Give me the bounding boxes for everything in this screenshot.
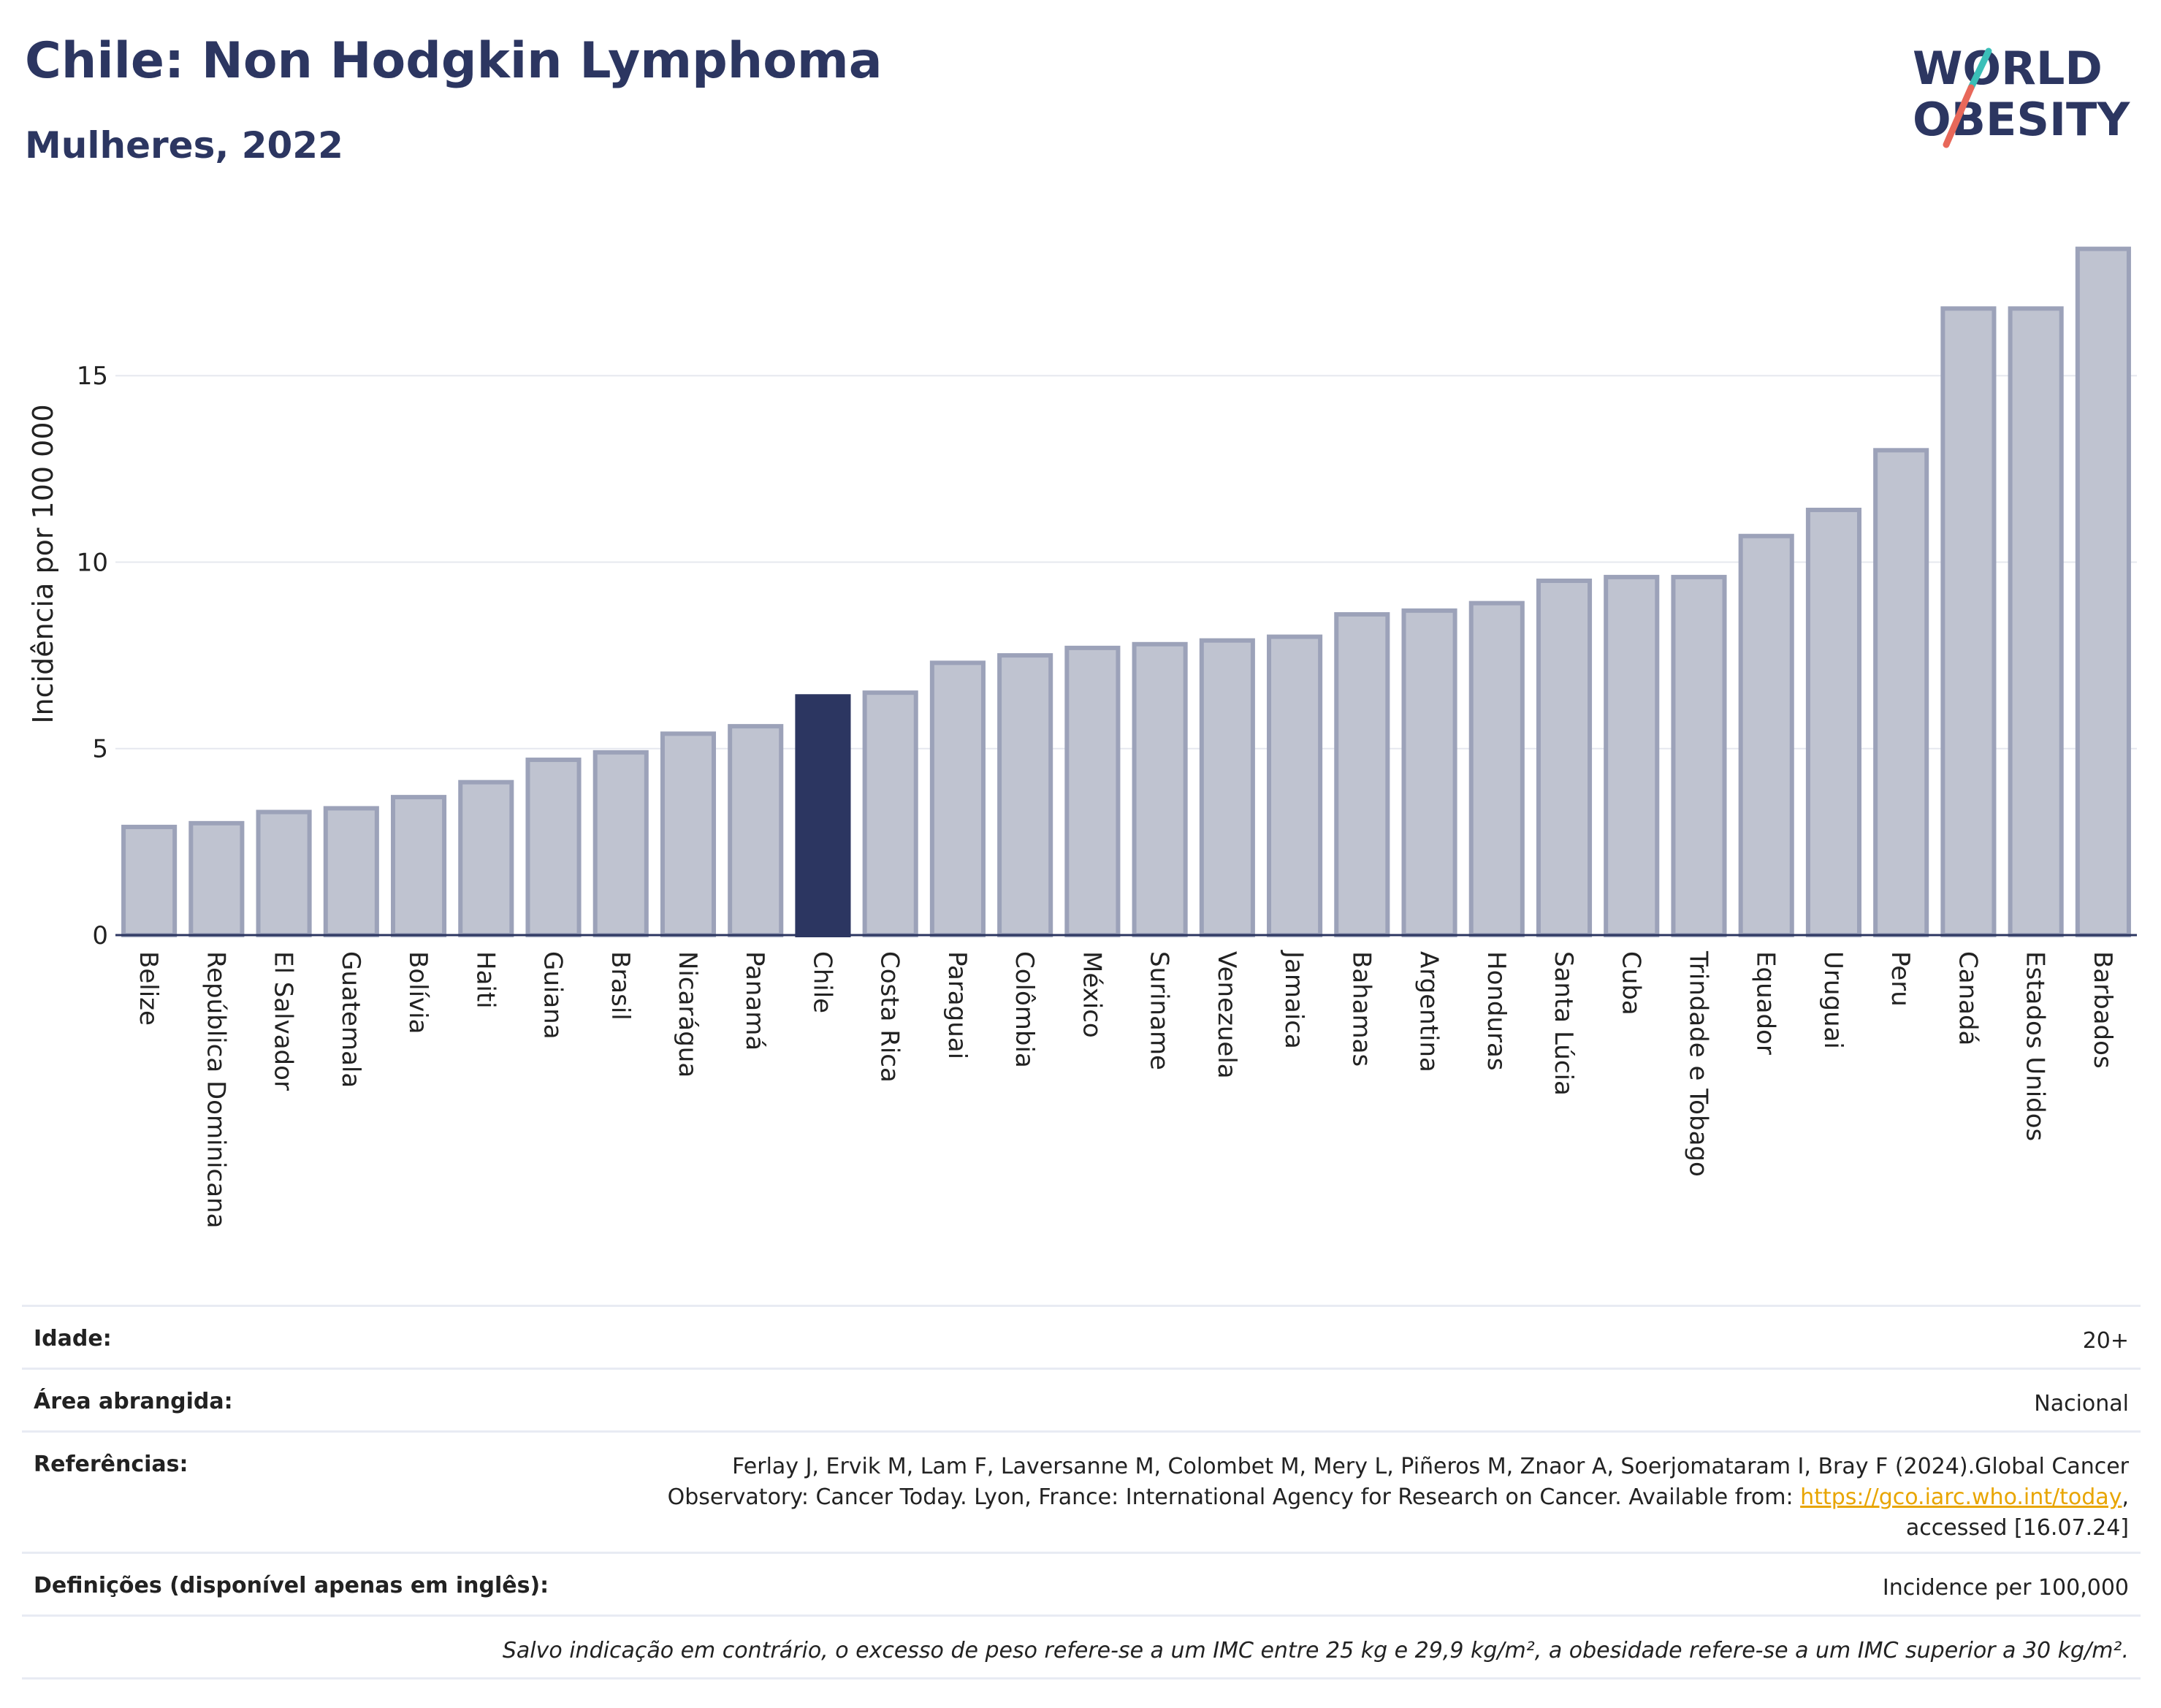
bar-república-dominicana (188, 820, 245, 938)
logo-slash-coral (1943, 84, 1975, 148)
area-label: Área abrangida: (34, 1389, 233, 1414)
age-value: 20+ (2082, 1328, 2129, 1354)
bar-méxico (1064, 645, 1121, 937)
x-tick-label: Bolívia (403, 951, 432, 1034)
x-tick-label: Costa Rica (875, 951, 904, 1083)
bar-peru (1873, 448, 1929, 937)
bar-chart: 0 5 10 15 Belize República Dominicana El Salv… (27, 246, 2137, 1228)
x-tick-label: Uruguai (1818, 951, 1848, 1049)
x-tick-label: Trindade e Tobago (1683, 950, 1712, 1177)
x-tick-label: Barbados (2088, 951, 2117, 1069)
bar-costa-rica (862, 690, 918, 937)
x-tick-label: Jamaica (1279, 950, 1308, 1049)
x-tick-label: Colômbia (1010, 951, 1039, 1068)
x-tick-label: Guiana (538, 951, 568, 1040)
bar-chile (795, 694, 851, 938)
y-tick-label: 10 (77, 548, 108, 577)
info-row-references: Referências: Ferlay J, Ervik M, Lam F, L… (22, 1430, 2141, 1552)
chart-subtitle: Mulheres, 2022 (25, 124, 343, 167)
info-table: Idade: 20+ Área abrangida: Nacional Refe… (22, 1305, 2141, 1680)
x-tick-label: Brasil (606, 951, 635, 1021)
area-value: Nacional (2034, 1391, 2129, 1417)
definitions-value: Incidence per 100,000 (1882, 1575, 2129, 1601)
bar-trindade-e-tobago (1671, 574, 1727, 937)
x-tick-label: Santa Lúcia (1549, 951, 1578, 1096)
info-row-area: Área abrangida: Nacional (22, 1368, 2141, 1430)
x-tick-label: El Salvador (269, 951, 298, 1091)
bar-belize (121, 824, 178, 938)
age-label: Idade: (34, 1326, 112, 1351)
bar-colômbia (997, 653, 1053, 938)
bar-santa-lúcia (1536, 579, 1593, 937)
info-row-age: Idade: 20+ (22, 1305, 2141, 1368)
x-tick-label: Panamá (740, 951, 769, 1051)
bar-brasil (592, 750, 649, 938)
x-tick-label: Venezuela (1212, 951, 1241, 1079)
bar-guatemala (323, 806, 379, 937)
y-tick-label: 15 (77, 362, 108, 391)
bar-bolívia (391, 795, 447, 937)
x-tick-label: México (1077, 951, 1106, 1038)
x-tick-label: República Dominicana (201, 951, 230, 1228)
x-tick-label: Equador (1751, 951, 1780, 1055)
chart-title: Chile: Non Hodgkin Lymphoma (25, 32, 883, 90)
x-tick-label: Estados Unidos (2021, 951, 2050, 1141)
bar-paraguai (929, 660, 986, 937)
x-tick-label: Honduras (1482, 951, 1511, 1071)
bar-panamá (728, 724, 784, 938)
references-value: Ferlay J, Ervik M, Lam F, Laversanne M, … (668, 1452, 2129, 1544)
grid-lines (115, 375, 2137, 750)
info-row-definitions: Definições (disponível apenas em inglês)… (22, 1552, 2141, 1614)
x-tick-label: Guatemala (336, 951, 365, 1088)
logo-word-1: WORLD (1913, 42, 2103, 95)
bar-estados-unidos (2008, 306, 2064, 937)
info-row-note: Salvo indicação em contrário, o excesso … (22, 1614, 2141, 1680)
references-line-2: Observatory: Cancer Today. Lyon, France:… (667, 1484, 1801, 1510)
references-line-1: Ferlay J, Ervik M, Lam F, Laversanne M, … (732, 1454, 2129, 1479)
bar-nicarágua (660, 731, 717, 937)
bar-guiana (525, 758, 582, 937)
x-tick-label: Suriname (1145, 951, 1174, 1070)
references-label: Referências: (34, 1452, 188, 1477)
world-obesity-logo: WORLD OBESITY (1913, 42, 2130, 148)
bar-argentina (1401, 608, 1457, 937)
bar-jamaica (1267, 634, 1323, 937)
bar-barbados (2075, 246, 2131, 937)
logo-slash-teal (1967, 47, 1992, 91)
y-tick-label: 0 (92, 921, 108, 950)
bar-bahamas (1334, 611, 1390, 938)
x-axis-labels: Belize República Dominicana El Salvador Gua… (134, 950, 2117, 1228)
bar-venezuela (1199, 638, 1255, 937)
y-axis-ticks: 0 5 10 15 (77, 362, 108, 950)
x-tick-label: Haiti (470, 951, 500, 1009)
bar-suriname (1132, 641, 1188, 938)
x-tick-label: Peru (1886, 951, 1915, 1007)
y-axis-label: Incidência por 100 000 (27, 404, 59, 723)
x-tick-label: Paraguai (942, 951, 972, 1059)
bar-uruguai (1805, 508, 1861, 937)
bar-equador (1738, 533, 1794, 937)
footnote: Salvo indicação em contrário, o excesso … (502, 1638, 2129, 1663)
y-tick-label: 5 (92, 735, 108, 764)
bar-haiti (458, 779, 514, 937)
x-tick-label: Chile (807, 951, 836, 1013)
references-line-3: accessed [16.07.24] (1905, 1515, 2129, 1541)
references-link[interactable]: https://gco.iarc.who.int/today (1800, 1484, 2122, 1510)
x-tick-label: Nicarágua (673, 951, 702, 1078)
x-tick-label: Bahamas (1346, 951, 1376, 1067)
bar-el-salvador (256, 809, 312, 938)
x-tick-label: Argentina (1414, 951, 1444, 1072)
bar-honduras (1468, 601, 1525, 937)
bar-cuba (1604, 574, 1660, 937)
references-comma: , (2122, 1484, 2129, 1510)
x-tick-label: Canadá (1953, 951, 1982, 1045)
x-tick-label: Belize (134, 951, 163, 1026)
bar-canadá (1940, 306, 1997, 937)
bars (121, 246, 2131, 938)
definitions-label: Definições (disponível apenas em inglês)… (34, 1573, 549, 1598)
x-tick-label: Cuba (1616, 951, 1645, 1015)
